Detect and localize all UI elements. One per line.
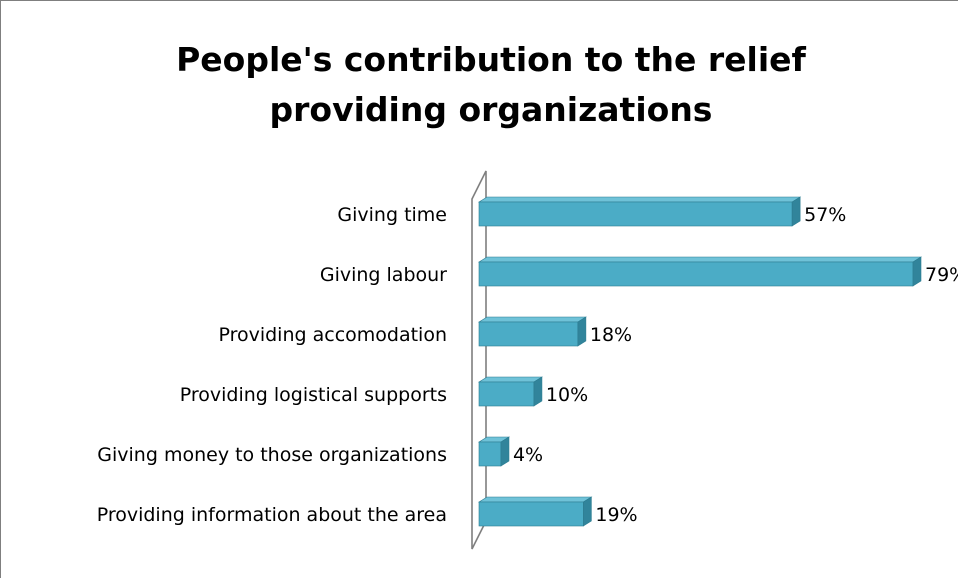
bar-top-2: [477, 256, 923, 263]
chart-title-line-1: People's contribution to the relief: [176, 40, 806, 79]
chart-title: People's contribution to the relief prov…: [1, 35, 958, 135]
data-label-6: 19%: [595, 504, 637, 526]
bar-side-6: [583, 496, 592, 527]
category-axis-wall: [471, 170, 487, 550]
bar-5: [478, 441, 502, 467]
category-label-4: Providing logistical supports: [180, 384, 447, 406]
category-label-1: Giving time: [337, 204, 447, 226]
bar-3: [478, 321, 579, 347]
bar-side-5: [500, 436, 510, 467]
bar-1: [478, 201, 793, 227]
category-label-2: Giving labour: [320, 264, 447, 286]
data-label-5: 4%: [513, 444, 543, 466]
bar-top-3: [477, 316, 587, 323]
data-label-2: 79%: [925, 264, 958, 286]
data-label-1: 57%: [804, 204, 846, 226]
bar-side-3: [577, 316, 587, 347]
category-label-3: Providing accomodation: [218, 324, 447, 346]
chart-title-line-2: providing organizations: [269, 90, 713, 129]
bar-side-4: [533, 376, 543, 407]
bar-side-1: [791, 196, 801, 227]
bar-4: [478, 381, 535, 407]
bar-2: [478, 261, 914, 287]
data-label-3: 18%: [590, 324, 632, 346]
category-label-6: Providing information about the area: [97, 504, 447, 526]
bar-top-4: [477, 376, 543, 383]
bar-top-6: [477, 496, 593, 503]
category-label-5: Giving money to those organizations: [97, 444, 447, 466]
data-label-4: 10%: [546, 384, 588, 406]
bar-top-1: [477, 196, 802, 203]
bar-side-2: [912, 256, 922, 287]
bar-6: [478, 501, 584, 527]
